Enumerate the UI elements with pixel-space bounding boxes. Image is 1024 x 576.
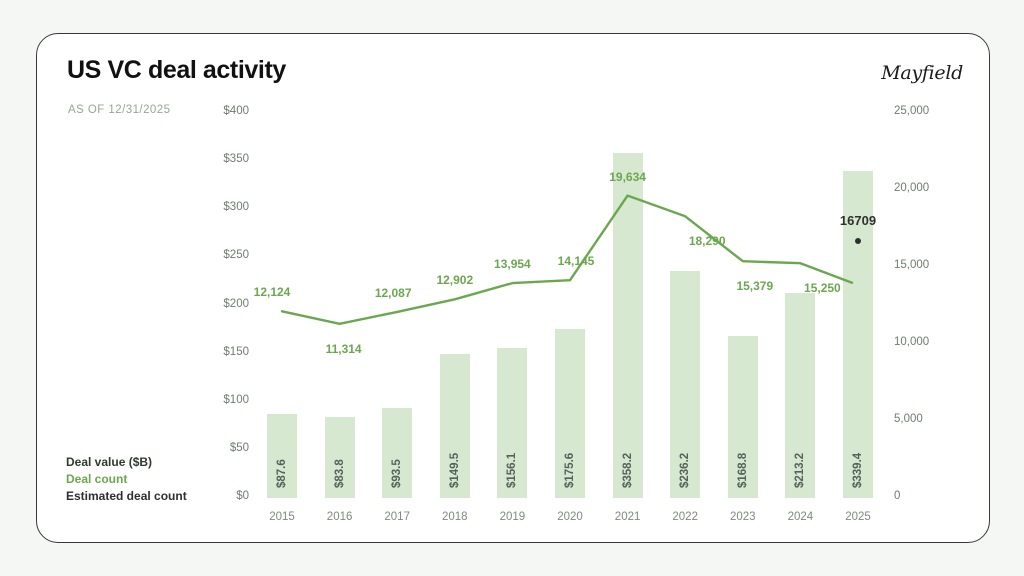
mayfield-logo: Mayfield [881, 62, 963, 84]
x-axis-tick: 2020 [557, 511, 583, 523]
bar-value-label: $156.1 [506, 452, 519, 488]
bar [785, 292, 816, 498]
line-value-label: 15,250 [804, 281, 841, 296]
estimated-deal-count-dot [855, 237, 861, 244]
x-axis-tick: 2023 [730, 511, 756, 523]
bar-value-label: $236.2 [679, 452, 692, 488]
line-value-label: 14,145 [557, 254, 595, 269]
bar [439, 354, 470, 498]
line-value-label: 12,902 [436, 273, 474, 288]
bar-value-label: $93.5 [391, 459, 404, 488]
estimated-deal-count-label: 16709 [839, 212, 877, 228]
y-axis-left-tick: $300 [223, 201, 249, 214]
x-axis-tick: 2016 [326, 511, 353, 523]
bar [843, 171, 873, 498]
as-of-date: AS OF 12/31/2025 [68, 104, 171, 116]
x-axis-tick: 2025 [845, 511, 871, 523]
y-axis-left-tick: $0 [236, 490, 249, 502]
y-axis-left-tick: $100 [223, 393, 249, 406]
y-axis-right-tick: 25,000 [894, 105, 930, 117]
x-axis-tick: 2017 [384, 511, 410, 523]
y-axis-left-tick: $150 [223, 345, 249, 358]
y-axis-left-tick: $250 [223, 249, 249, 262]
y-axis-right-tick: 0 [894, 490, 901, 502]
x-axis-tick: 2022 [672, 511, 698, 523]
bar [612, 153, 643, 498]
bar-value-label: $168.8 [736, 452, 749, 488]
chart-card: US VC deal activity AS OF 12/31/2025 May… [36, 33, 990, 543]
y-axis-right-tick: 5,000 [894, 413, 923, 425]
bar-value-label: $213.2 [794, 452, 807, 488]
legend-deal-count: Deal count [66, 472, 128, 486]
bar [382, 408, 413, 498]
line-value-label: 12,124 [253, 285, 291, 300]
x-axis-tick: 2015 [269, 511, 295, 523]
y-axis-left-tick: $50 [229, 441, 249, 454]
bar-value-label: $358.2 [621, 452, 634, 488]
bar [670, 270, 701, 498]
y-axis-right-tick: 10,000 [894, 336, 930, 348]
y-axis-right-tick: 20,000 [894, 182, 930, 194]
bar [727, 335, 758, 498]
legend-deal-value: Deal value ($B) [66, 455, 153, 469]
line-value-label: 18,290 [688, 234, 726, 249]
line-value-label: 12,087 [374, 285, 412, 300]
bar-value-label: $175.6 [564, 452, 576, 488]
bar-value-label: $339.4 [852, 452, 864, 488]
chart-legend: Deal value ($B) Deal count Estimated deal … [66, 455, 187, 504]
line-value-label: 11,314 [325, 341, 362, 356]
x-axis-tick: 2024 [787, 511, 814, 523]
bar [267, 413, 297, 498]
line-value-label: 13,954 [494, 257, 531, 272]
bar [497, 347, 528, 498]
page-title: US VC deal activity [67, 56, 286, 84]
line-value-label: 19,634 [609, 169, 646, 184]
bar [555, 328, 585, 498]
bar-value-label: $149.5 [448, 452, 461, 488]
x-axis-tick: 2018 [442, 511, 468, 523]
y-axis-left-tick: $350 [223, 153, 249, 166]
x-axis-tick: 2021 [614, 511, 641, 523]
line-value-label: 15,379 [736, 279, 774, 294]
y-axis-left-tick: $400 [223, 105, 249, 117]
bar [324, 417, 355, 498]
bar-value-label: $87.6 [276, 459, 288, 488]
x-axis-tick: 2019 [499, 511, 526, 523]
bar-value-label: $83.8 [333, 459, 346, 488]
y-axis-right-tick: 15,000 [894, 259, 930, 271]
y-axis-left-tick: $200 [223, 297, 249, 310]
legend-estimated-deal-count: Estimated deal count [66, 489, 187, 503]
